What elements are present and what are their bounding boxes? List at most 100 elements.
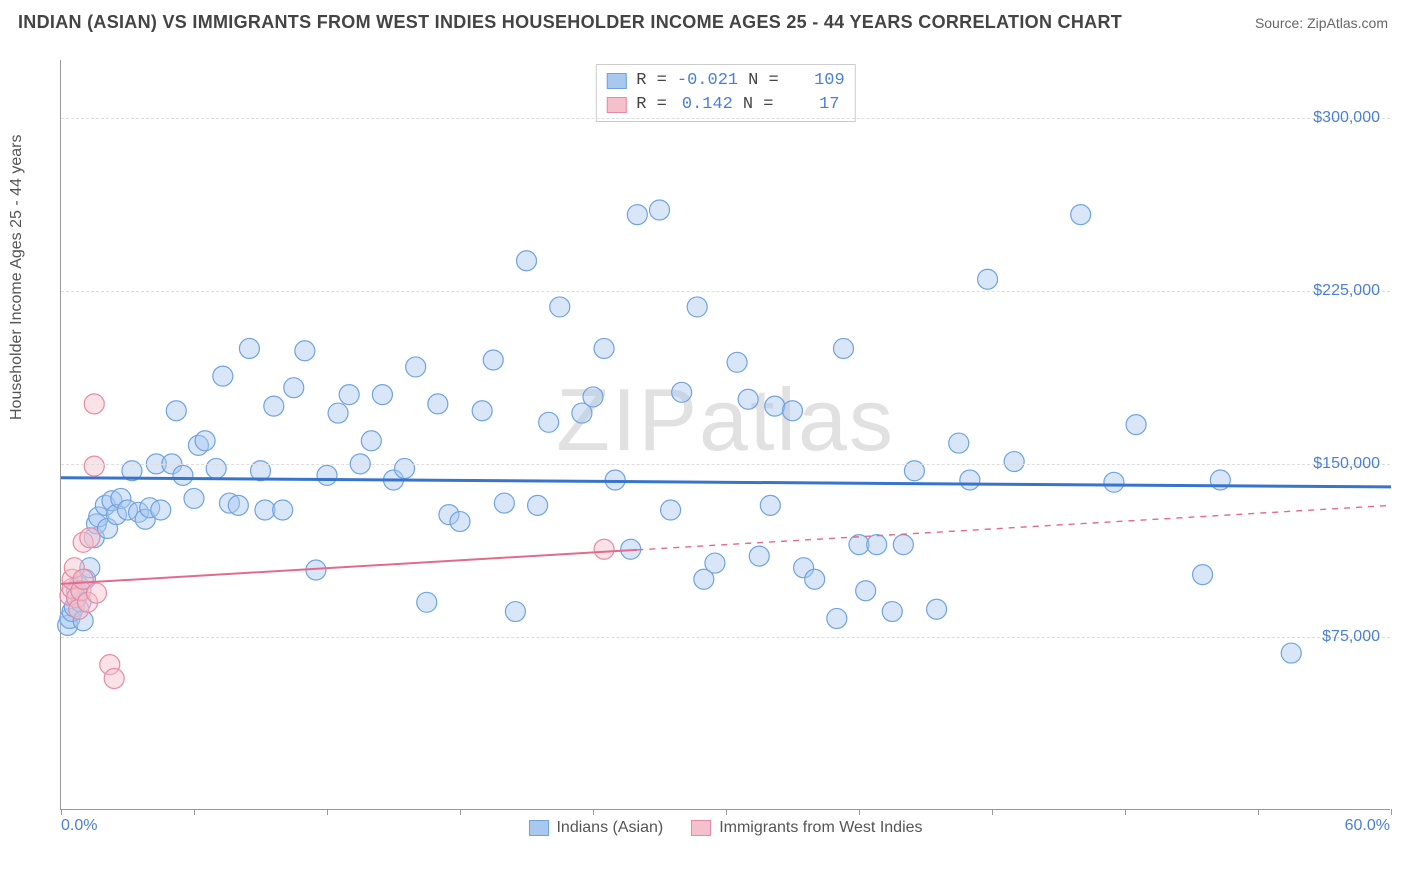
scatter-point — [1071, 205, 1091, 225]
scatter-point — [1281, 643, 1301, 663]
scatter-point — [882, 602, 902, 622]
y-tick-label: $150,000 — [1313, 455, 1380, 473]
regression-line-dashed — [637, 505, 1391, 549]
scatter-point — [284, 378, 304, 398]
scatter-point — [317, 465, 337, 485]
scatter-point — [849, 535, 869, 555]
scatter-point — [738, 389, 758, 409]
legend-swatch — [528, 820, 548, 836]
y-tick-label: $75,000 — [1322, 628, 1380, 646]
r-value: -0.021 — [677, 69, 738, 93]
scatter-point — [583, 387, 603, 407]
r-label: R = — [636, 93, 667, 117]
scatter-point — [550, 297, 570, 317]
scatter-point — [661, 500, 681, 520]
scatter-point — [195, 431, 215, 451]
scatter-point — [867, 535, 887, 555]
x-tick — [194, 809, 195, 815]
scatter-point — [239, 338, 259, 358]
scatter-point — [339, 385, 359, 405]
scatter-point — [783, 401, 803, 421]
scatter-point — [273, 500, 293, 520]
scatter-point — [417, 592, 437, 612]
scatter-point — [395, 458, 415, 478]
scatter-point — [705, 553, 725, 573]
gridline-h — [61, 118, 1390, 119]
scatter-point — [528, 495, 548, 515]
scatter-point — [505, 602, 525, 622]
bottom-legend: Indians (Asian) Immigrants from West Indi… — [528, 819, 922, 837]
scatter-point — [539, 412, 559, 432]
x-tick — [327, 809, 328, 815]
scatter-point — [727, 352, 747, 372]
y-axis-label: Householder Income Ages 25 - 44 years — [8, 135, 26, 421]
x-tick — [61, 809, 62, 815]
n-value: 109 — [789, 69, 845, 93]
regression-line — [61, 550, 637, 584]
scatter-point — [687, 297, 707, 317]
scatter-point — [627, 205, 647, 225]
scatter-point — [1193, 565, 1213, 585]
scatter-point — [494, 493, 514, 513]
x-tick-label-max: 60.0% — [1345, 817, 1390, 835]
scatter-point — [428, 394, 448, 414]
scatter-svg — [61, 60, 1390, 809]
scatter-point — [672, 382, 692, 402]
n-label: N = — [748, 69, 779, 93]
r-label: R = — [636, 69, 667, 93]
x-tick — [726, 809, 727, 815]
scatter-point — [406, 357, 426, 377]
x-tick — [859, 809, 860, 815]
legend-item: Indians (Asian) — [528, 819, 663, 837]
gridline-h — [61, 291, 1390, 292]
scatter-point — [84, 394, 104, 414]
r-value: 0.142 — [677, 93, 733, 117]
scatter-point — [650, 200, 670, 220]
header-bar: INDIAN (ASIAN) VS IMMIGRANTS FROM WEST I… — [0, 0, 1406, 41]
scatter-point — [151, 500, 171, 520]
scatter-point — [856, 581, 876, 601]
y-tick-label: $225,000 — [1313, 282, 1380, 300]
correlation-stats-box: R =-0.021N =109R = 0.142N = 17 — [595, 64, 855, 122]
scatter-point — [295, 341, 315, 361]
scatter-point — [893, 535, 913, 555]
legend-item: Immigrants from West Indies — [691, 819, 922, 837]
y-tick-label: $300,000 — [1313, 109, 1380, 127]
scatter-point — [594, 539, 614, 559]
scatter-point — [361, 431, 381, 451]
chart-plot-area: ZIPatlas R =-0.021N =109R = 0.142N = 17 … — [60, 60, 1390, 810]
scatter-point — [517, 251, 537, 271]
x-tick — [460, 809, 461, 815]
scatter-point — [255, 500, 275, 520]
scatter-point — [833, 338, 853, 358]
x-tick — [593, 809, 594, 815]
n-label: N = — [743, 93, 774, 117]
x-tick — [1391, 809, 1392, 815]
scatter-point — [80, 528, 100, 548]
scatter-point — [765, 396, 785, 416]
scatter-point — [960, 470, 980, 490]
scatter-point — [328, 403, 348, 423]
correlation-row: R = -0.021 N = 109 — [606, 69, 844, 93]
legend-swatch — [606, 97, 626, 113]
x-tick — [1258, 809, 1259, 815]
legend-swatch — [691, 820, 711, 836]
legend-label: Immigrants from West Indies — [719, 819, 922, 837]
chart-title: INDIAN (ASIAN) VS IMMIGRANTS FROM WEST I… — [18, 12, 1122, 33]
legend-swatch — [606, 73, 626, 89]
correlation-row: R = 0.142 N = 17 — [606, 93, 844, 117]
scatter-point — [472, 401, 492, 421]
scatter-point — [749, 546, 769, 566]
scatter-point — [450, 512, 470, 532]
scatter-point — [827, 608, 847, 628]
scatter-point — [104, 668, 124, 688]
scatter-point — [173, 465, 193, 485]
x-tick-label-min: 0.0% — [61, 817, 97, 835]
scatter-point — [206, 458, 226, 478]
scatter-point — [949, 433, 969, 453]
scatter-point — [805, 569, 825, 589]
n-value: 17 — [784, 93, 840, 117]
scatter-point — [1004, 452, 1024, 472]
scatter-point — [927, 599, 947, 619]
scatter-point — [594, 338, 614, 358]
